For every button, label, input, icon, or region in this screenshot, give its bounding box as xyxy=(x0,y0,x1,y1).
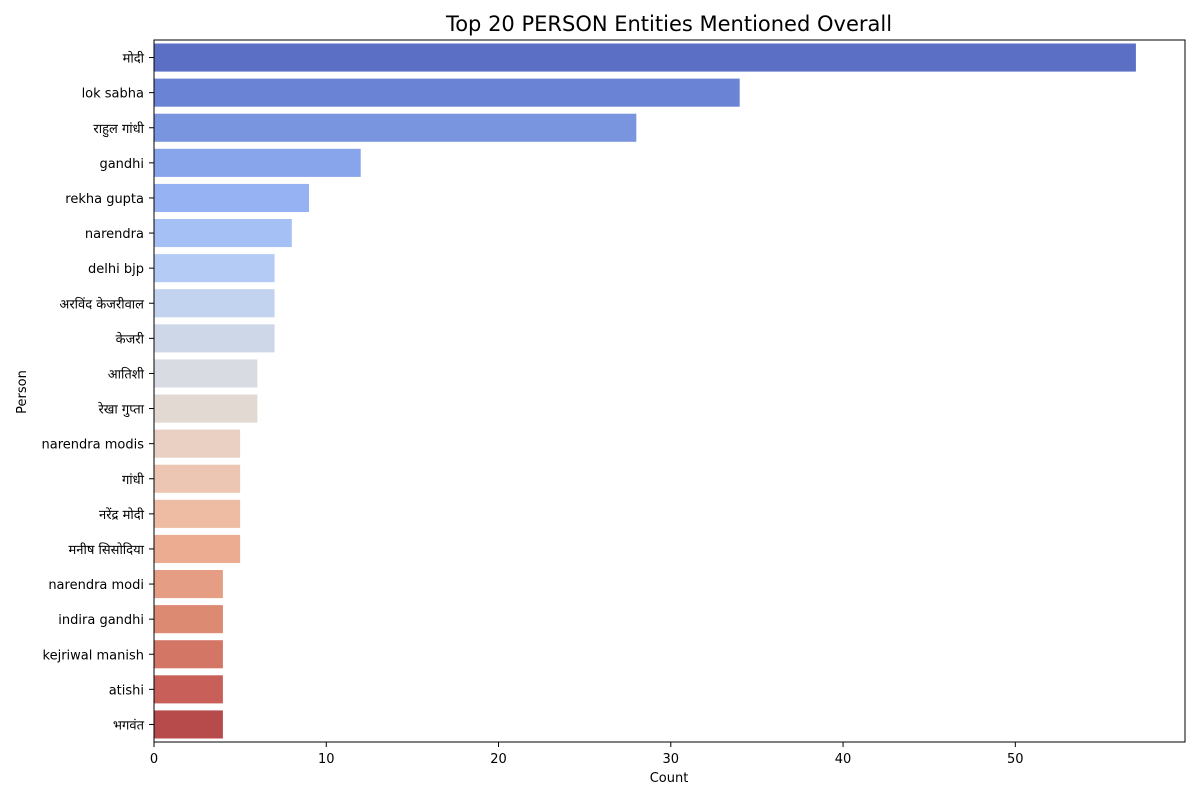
bar xyxy=(154,219,292,248)
x-tick-label: 50 xyxy=(1007,752,1024,767)
bar xyxy=(154,324,275,353)
y-tick-label: राहुल गांधी xyxy=(93,121,144,138)
axes-layer: मोदी lok sabha राहुल गांधी gandhi rekha gupt… xyxy=(42,39,1186,767)
chart-title: Top 20 PERSON Entities Mentioned Overall xyxy=(445,12,892,36)
bar xyxy=(154,254,275,283)
bar xyxy=(154,640,223,669)
bar xyxy=(154,289,275,318)
bar xyxy=(154,710,223,739)
bar xyxy=(154,148,361,177)
y-tick-label: भगवंत xyxy=(113,718,145,733)
y-tick-label: नरेंद्र मोदी xyxy=(99,507,145,523)
bar xyxy=(154,394,258,423)
bar xyxy=(154,499,241,528)
x-tick-label: 20 xyxy=(490,752,507,767)
x-tick-label: 40 xyxy=(835,752,852,767)
y-tick-label: gandhi xyxy=(99,157,144,172)
y-tick-label: rekha gupta xyxy=(65,192,144,207)
y-tick-label: delhi bjp xyxy=(88,262,144,277)
bar xyxy=(154,43,1136,72)
y-tick-label: मोदी xyxy=(123,51,145,67)
y-tick-label: रेखा गुप्ता xyxy=(98,402,145,418)
bar xyxy=(154,183,310,212)
bar xyxy=(154,605,223,634)
bar xyxy=(154,534,241,563)
y-tick-label: केजरी xyxy=(116,331,145,347)
y-tick-label: narendra xyxy=(85,227,144,242)
bar xyxy=(154,464,241,493)
y-tick-label: आतिशी xyxy=(108,366,145,382)
bar xyxy=(154,359,258,388)
bar xyxy=(154,78,740,107)
bars-layer xyxy=(154,43,1136,739)
plot-frame xyxy=(153,39,1186,743)
y-tick-label: kejriwal manish xyxy=(43,648,144,663)
y-tick-label: गांधी xyxy=(122,472,145,488)
y-tick-label: narendra modis xyxy=(42,438,145,453)
bar xyxy=(154,429,241,458)
x-axis-label: Count xyxy=(650,771,689,786)
x-tick-label: 10 xyxy=(318,752,335,767)
bar xyxy=(154,675,223,704)
x-tick-label: 30 xyxy=(663,752,680,767)
y-tick-label: narendra modi xyxy=(48,578,144,593)
y-tick-label: atishi xyxy=(109,683,144,698)
y-tick-label: अरविंद केजरीवाल xyxy=(59,296,144,312)
bar xyxy=(154,570,223,599)
x-tick-label: 0 xyxy=(150,752,158,767)
bar xyxy=(154,113,637,142)
y-tick-label: indira gandhi xyxy=(58,613,144,628)
y-tick-label: मनीष सिसोदिया xyxy=(69,542,145,558)
y-axis-label: Person xyxy=(15,370,30,414)
y-tick-label: lok sabha xyxy=(82,87,144,102)
